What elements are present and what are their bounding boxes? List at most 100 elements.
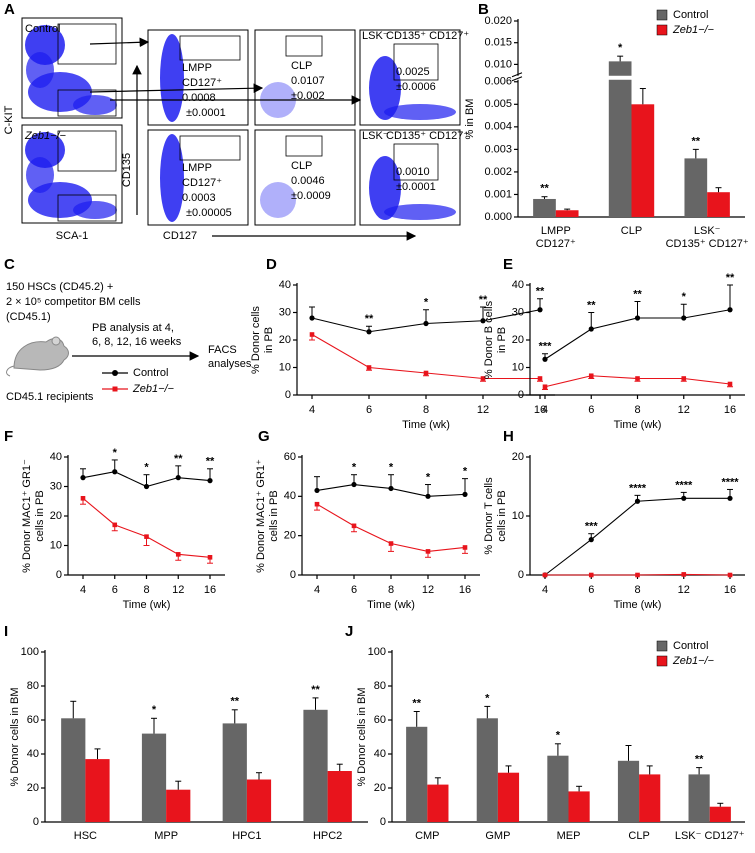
x-tick-label: 12 [477, 404, 489, 416]
y-tick-label: 20 [374, 782, 386, 794]
significance: * [682, 291, 687, 303]
gate-label: LMPP [182, 62, 212, 74]
point [542, 356, 548, 362]
row-label: Control [25, 23, 60, 35]
panel-letter: I [4, 623, 8, 640]
significance: ** [587, 299, 596, 311]
point [175, 552, 181, 557]
flow-box [254, 129, 356, 226]
x-tick-label: LSK⁻ CD127⁺ [675, 830, 745, 842]
significance: * [152, 704, 157, 716]
x-tick-label: LSK⁻ [694, 225, 721, 237]
flow-plots [21, 17, 461, 241]
y-axis-label: % Donor cells [250, 306, 262, 374]
protocol-text: 6, 8, 12, 16 weeks [92, 336, 182, 348]
point [588, 537, 594, 543]
point [175, 475, 181, 481]
significance: * [424, 297, 429, 309]
y-tick-label: 40 [512, 279, 524, 291]
x-tick-label: 12 [422, 584, 434, 596]
point [207, 555, 213, 560]
y-tick-label: 10 [512, 510, 524, 522]
y-axis-label: % Donor B cells [483, 300, 495, 379]
point [634, 315, 641, 321]
significance: ** [174, 453, 183, 465]
gate-label: ±0.0006 [396, 81, 436, 93]
bar [608, 61, 632, 217]
gate-label: CD127⁺ [182, 77, 222, 89]
significance: ** [695, 754, 704, 766]
x-tick-label: 8 [634, 404, 640, 416]
y-tick-label: 20 [50, 510, 62, 522]
y-tick-label: 20 [284, 530, 296, 542]
panel-letter: A [4, 1, 15, 18]
y-tick-label: 20 [512, 334, 524, 346]
flow-box [254, 29, 356, 126]
y-tick-label: 40 [279, 279, 291, 291]
y-tick-label: 100 [21, 646, 39, 658]
gate-label: ±0.0001 [186, 107, 226, 119]
bar [617, 760, 640, 822]
y-tick-label: 10 [279, 361, 291, 373]
significance: ** [365, 313, 374, 325]
y-tick-label: 30 [50, 480, 62, 492]
gate-label: LMPP [182, 162, 212, 174]
y-tick-label: 10 [512, 361, 524, 373]
point [314, 487, 320, 494]
y-tick-label: 0.004 [484, 121, 512, 133]
x-tick-label: HSC [74, 830, 97, 842]
x-tick-label: 6 [366, 404, 372, 416]
bar [476, 718, 498, 822]
significance: ** [311, 684, 320, 696]
point [542, 384, 548, 390]
y-tick-label: 20 [279, 334, 291, 346]
gate-label: ±0.0001 [396, 181, 436, 193]
panel-letter: C [4, 256, 15, 273]
x-tick-label: 6 [588, 584, 594, 596]
point [366, 329, 372, 335]
y-tick-label: 0.002 [484, 166, 512, 178]
panel-letter: H [503, 428, 514, 445]
y-tick-label: 0 [518, 569, 524, 581]
panel-letter: J [345, 623, 353, 640]
x-tick-label: 6 [351, 584, 357, 596]
point [144, 534, 149, 539]
mouse-icon [6, 336, 69, 377]
significance: * [389, 462, 394, 474]
point [681, 495, 687, 501]
point [112, 469, 118, 475]
y-axis-label: % Donor cells in BM [356, 687, 368, 786]
y-tick-label: 0.003 [484, 143, 512, 155]
x-tick-label: 4 [309, 404, 315, 416]
significance: *** [585, 521, 599, 533]
x-tick-label: CLP [628, 830, 649, 842]
x-tick-label: 4 [314, 584, 320, 596]
point [309, 315, 315, 321]
significance: * [352, 462, 357, 474]
significance: **** [675, 479, 693, 491]
bar [222, 723, 247, 822]
point [388, 541, 394, 546]
point [588, 326, 594, 332]
significance: ** [230, 696, 239, 708]
x-tick-label: LMPP [541, 225, 571, 237]
point [425, 549, 431, 554]
y-tick-label: 40 [27, 748, 39, 760]
y-tick-label: 80 [27, 680, 39, 692]
axis-break-mark [511, 72, 523, 82]
point [143, 483, 150, 490]
bar [166, 789, 191, 822]
y-tick-label: 0 [518, 389, 524, 401]
x-tick-label: 8 [388, 584, 394, 596]
gate-label: LSK⁻ [362, 130, 389, 142]
panel-letter: F [4, 428, 13, 445]
panel-letter: D [266, 256, 277, 273]
y-tick-label: 0 [56, 569, 62, 581]
x-tick-label: 12 [172, 584, 184, 596]
x-tick-label: 12 [678, 584, 690, 596]
significance: * [426, 471, 431, 483]
bar [631, 104, 655, 217]
x-tick-label: 4 [80, 584, 86, 596]
y-tick-label: 0.006 [484, 76, 512, 88]
